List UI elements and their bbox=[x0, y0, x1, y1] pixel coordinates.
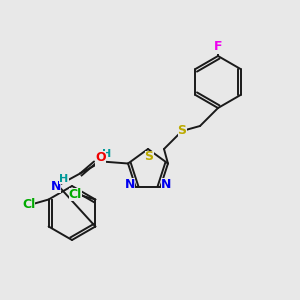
Text: O: O bbox=[96, 151, 106, 164]
Text: H: H bbox=[59, 173, 69, 184]
Text: N: N bbox=[124, 178, 135, 191]
Text: N: N bbox=[51, 180, 61, 193]
Text: Cl: Cl bbox=[22, 198, 35, 211]
Text: H: H bbox=[102, 148, 112, 158]
Text: Cl: Cl bbox=[69, 188, 82, 201]
Text: N: N bbox=[161, 178, 172, 191]
Text: S: S bbox=[145, 151, 154, 164]
Text: N: N bbox=[95, 154, 105, 167]
Text: F: F bbox=[214, 40, 222, 53]
Text: S: S bbox=[178, 124, 187, 137]
